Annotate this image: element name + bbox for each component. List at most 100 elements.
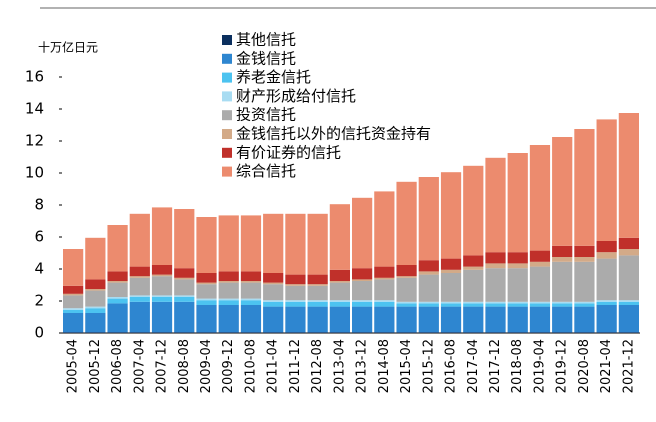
x-tick-label: 2021-12 [621,339,636,393]
bar-segment [485,332,506,333]
bar-segment [374,301,395,307]
bar-segment [85,308,106,313]
x-tick-label: 2017-12 [488,339,503,393]
bar-segment [329,269,350,281]
x-tick-label: 2021-04 [599,339,614,393]
bar-segment [440,273,462,302]
bar-segment [418,301,439,304]
bar-segment [63,309,84,313]
bar-segment [574,245,595,257]
x-tick-label: 2005-12 [88,339,103,393]
bar-segment [263,332,284,333]
y-tick-label: 8 [34,196,44,214]
bar-segment [307,274,328,285]
bar-segment [129,301,150,333]
bar-segment [107,303,128,333]
bar-segment [485,157,506,253]
bar-segment [596,119,617,241]
bar-segment [440,332,462,333]
bar-segment [352,306,373,333]
bar-segment [618,305,639,333]
bar-segment [463,306,484,333]
bar-segment [507,153,528,253]
bar-segment [485,252,506,264]
bar-segment [574,257,595,262]
legend-label: 其他信托 [236,31,296,49]
y-tick-label: 0 [34,324,44,342]
bar-segment [85,332,106,333]
bar-segment [329,332,350,333]
bar-segment [218,281,239,283]
x-tick-label: 2016-08 [444,339,459,393]
bar-segment [129,266,150,277]
bar-segment [218,332,239,333]
bar-segment [107,225,128,272]
bar-segment [596,252,617,259]
bar-segment [240,271,262,281]
bar-segment [463,266,484,270]
bar-segment [374,191,395,267]
bar-segment [263,282,284,285]
bar-segment [552,303,573,307]
bar-segment [107,281,128,283]
bar-segment [529,301,551,304]
bar-segment [574,303,595,307]
bar-segment [129,297,150,302]
bar-segment [129,295,150,297]
bar-segment [485,306,506,333]
bar-segment [307,306,328,333]
y-axis-label: 十万亿日元 [38,40,98,55]
bar-segment [352,281,373,301]
bar-segment [418,303,439,307]
bar-segment [463,269,484,302]
bar-segment [574,332,595,333]
bar-segment [529,303,551,307]
bar-segment [63,285,84,294]
bar-segment [618,300,639,302]
bar-segment [618,237,639,249]
y-tick-label: 2 [34,292,44,310]
bar-segment [396,276,417,278]
bar-segment [174,297,195,302]
bar-segment [329,301,350,307]
bar-segment [418,274,439,302]
x-tick-label: 2018-08 [510,339,525,393]
bar-segment [374,332,395,333]
bar-segment [485,268,506,302]
y-tick-label: 12 [25,132,44,150]
bar-segment [440,306,462,333]
bar-segment [396,277,417,302]
bar-segment [596,241,617,253]
bar-segment [618,255,639,301]
bar-segment [507,252,528,264]
bar-segment [329,300,350,302]
bar-segment [440,258,462,270]
bar-segment [174,295,195,297]
bar-segment [85,313,106,333]
bar-segment [107,297,128,299]
bar-segment [63,313,84,333]
legend-swatch [222,91,232,102]
x-tick-label: 2010-08 [243,339,258,393]
x-tick-label: 2015-12 [421,339,436,393]
bar-segment [63,332,84,333]
bar-segment [396,265,417,277]
bar-segment [463,303,484,307]
bar-segment [129,276,150,278]
bar-segment [418,260,439,272]
legend-swatch [222,35,232,45]
bar-segment [552,245,573,257]
bar-segment [329,204,350,270]
bar-segment [218,282,239,299]
bar-segment [440,172,462,259]
legend-label: 金钱信托以外的信托资金持有 [236,125,431,143]
bar-segment [440,269,462,273]
bar-segment [151,207,173,265]
bar-segment [396,332,417,333]
bar-segment [618,113,639,238]
bar-segment [618,301,639,305]
bar-segment [352,300,373,302]
bar-segment [196,298,217,301]
bar-segment [396,181,417,265]
